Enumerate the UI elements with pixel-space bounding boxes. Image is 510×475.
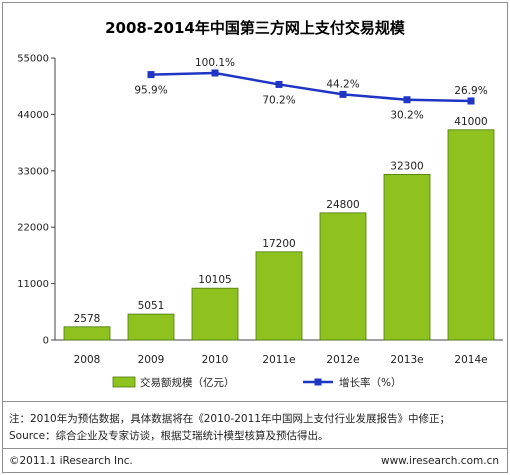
- growth-rate-line: [150, 71, 472, 103]
- rate-value-label: 95.9%: [134, 85, 167, 97]
- bar-value-label: 5051: [138, 300, 165, 312]
- note-line-1: 注：2010年为预估数据，具体数据将在《2010-2011年中国网上支付行业发展…: [9, 413, 450, 425]
- legend-bar-swatch: [112, 376, 136, 388]
- note-line-2: Source：综合企业及专家访谈，根据艾瑞统计模型核算及预估得出。: [9, 430, 329, 442]
- bar: [255, 251, 303, 341]
- rate-value-label: 100.1%: [195, 57, 235, 69]
- x-tick-label: 2009: [138, 354, 165, 366]
- x-tick-label: 2010: [202, 354, 229, 366]
- combo-chart: 0 11000 22000 33000 44000 55000 2578 5051 10105 1…: [17, 54, 503, 389]
- bar: [127, 313, 175, 341]
- bar-value-label: 32300: [390, 160, 423, 172]
- y-tick-label: 22000: [17, 223, 49, 234]
- bar: [191, 287, 239, 341]
- footer-website[interactable]: www.iresearch.com.cn: [380, 455, 499, 467]
- notes-separator: [3, 401, 507, 402]
- x-tick-label: 2008: [74, 354, 101, 366]
- rate-point: [211, 69, 219, 77]
- chart-title: 2008-2014年中国第三方网上支付交易规模: [105, 19, 405, 37]
- rate-value-label: 30.2%: [390, 110, 423, 122]
- rate-value-label: 26.9%: [454, 85, 487, 97]
- rate-value-label: 44.2%: [326, 78, 359, 90]
- y-tick-label: 33000: [17, 166, 49, 177]
- bar: [63, 326, 111, 341]
- legend-bar-label: 交易额规模（亿元）: [140, 376, 235, 389]
- bar-value-label: 41000: [454, 116, 487, 128]
- footer-separator: [3, 448, 507, 449]
- legend-line-label: 增长率（%）: [339, 376, 401, 389]
- bar: [383, 173, 431, 341]
- bar: [447, 129, 495, 341]
- y-tick-label: 44000: [17, 110, 49, 121]
- x-tick-label: 2014e: [454, 354, 487, 366]
- footer-copyright: ©2011.1 iResearch Inc.: [9, 455, 133, 467]
- bar-value-label: 24800: [326, 199, 359, 211]
- rate-point: [403, 96, 411, 104]
- x-tick-label: 2011e: [262, 354, 295, 366]
- rate-point: [275, 80, 283, 88]
- rate-value-label: 70.2%: [262, 94, 295, 106]
- rate-point: [339, 90, 347, 98]
- notes: 注：2010年为预估数据，具体数据将在《2010-2011年中国网上支付行业发展…: [9, 411, 501, 445]
- y-tick-label: 55000: [17, 54, 49, 65]
- rate-point: [467, 97, 475, 105]
- y-tick-label: 11000: [17, 279, 49, 290]
- bar-value-label: 10105: [198, 274, 231, 286]
- rate-point: [147, 71, 155, 79]
- bar-value-label: 17200: [262, 238, 295, 250]
- y-tick-label: 0: [43, 336, 49, 347]
- bar-value-label: 2578: [74, 313, 101, 325]
- bar: [319, 212, 367, 341]
- x-tick-label: 2012e: [326, 354, 359, 366]
- x-tick-label: 2013e: [390, 354, 423, 366]
- legend-line-marker: [314, 378, 322, 386]
